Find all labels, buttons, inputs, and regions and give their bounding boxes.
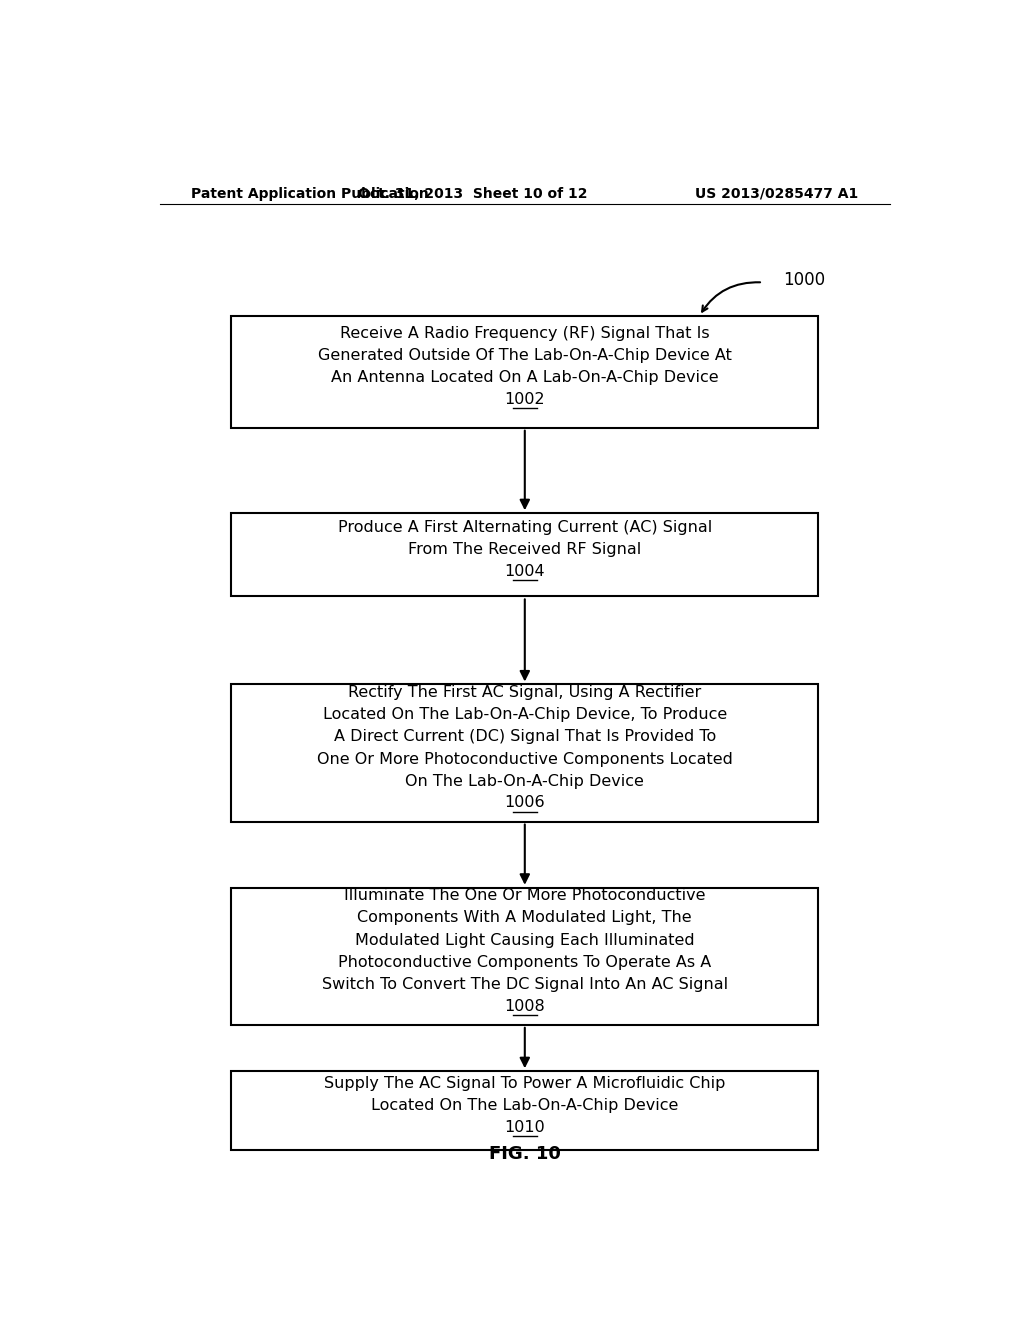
Text: A Direct Current (DC) Signal That Is Provided To: A Direct Current (DC) Signal That Is Pro… [334, 729, 716, 744]
Text: Photoconductive Components To Operate As A: Photoconductive Components To Operate As… [338, 954, 712, 970]
Text: 1002: 1002 [505, 392, 545, 407]
Text: 1008: 1008 [505, 998, 545, 1014]
Bar [231, 684, 818, 821]
Bar [231, 1071, 818, 1151]
Text: 1010: 1010 [505, 1119, 545, 1134]
Text: Generated Outside Of The Lab-On-A-Chip Device At: Generated Outside Of The Lab-On-A-Chip D… [317, 348, 732, 363]
Text: Components With A Modulated Light, The: Components With A Modulated Light, The [357, 911, 692, 925]
Text: Patent Application Publication: Patent Application Publication [191, 187, 429, 201]
Text: 1000: 1000 [782, 272, 825, 289]
Text: Supply The AC Signal To Power A Microfluidic Chip: Supply The AC Signal To Power A Microflu… [325, 1076, 725, 1090]
Bar [231, 315, 818, 428]
Text: US 2013/0285477 A1: US 2013/0285477 A1 [695, 187, 858, 201]
Bar [231, 513, 818, 597]
Text: Located On The Lab-On-A-Chip Device, To Produce: Located On The Lab-On-A-Chip Device, To … [323, 708, 727, 722]
Text: Switch To Convert The DC Signal Into An AC Signal: Switch To Convert The DC Signal Into An … [322, 977, 728, 993]
Text: One Or More Photoconductive Components Located: One Or More Photoconductive Components L… [316, 751, 733, 767]
Text: Illuminate The One Or More Photoconductive: Illuminate The One Or More Photoconducti… [344, 888, 706, 903]
Text: Located On The Lab-On-A-Chip Device: Located On The Lab-On-A-Chip Device [371, 1098, 679, 1113]
Text: Oct. 31, 2013  Sheet 10 of 12: Oct. 31, 2013 Sheet 10 of 12 [358, 187, 588, 201]
Text: An Antenna Located On A Lab-On-A-Chip Device: An Antenna Located On A Lab-On-A-Chip De… [331, 371, 719, 385]
Text: On The Lab-On-A-Chip Device: On The Lab-On-A-Chip Device [406, 774, 644, 789]
Text: 1006: 1006 [505, 795, 545, 810]
Text: From The Received RF Signal: From The Received RF Signal [409, 543, 641, 557]
Text: Rectify The First AC Signal, Using A Rectifier: Rectify The First AC Signal, Using A Rec… [348, 685, 701, 700]
Text: 1004: 1004 [505, 564, 545, 578]
Bar [231, 887, 818, 1024]
Text: FIG. 10: FIG. 10 [488, 1146, 561, 1163]
Text: Modulated Light Causing Each Illuminated: Modulated Light Causing Each Illuminated [355, 932, 694, 948]
Text: Receive A Radio Frequency (RF) Signal That Is: Receive A Radio Frequency (RF) Signal Th… [340, 326, 710, 341]
Text: Produce A First Alternating Current (AC) Signal: Produce A First Alternating Current (AC)… [338, 520, 712, 535]
